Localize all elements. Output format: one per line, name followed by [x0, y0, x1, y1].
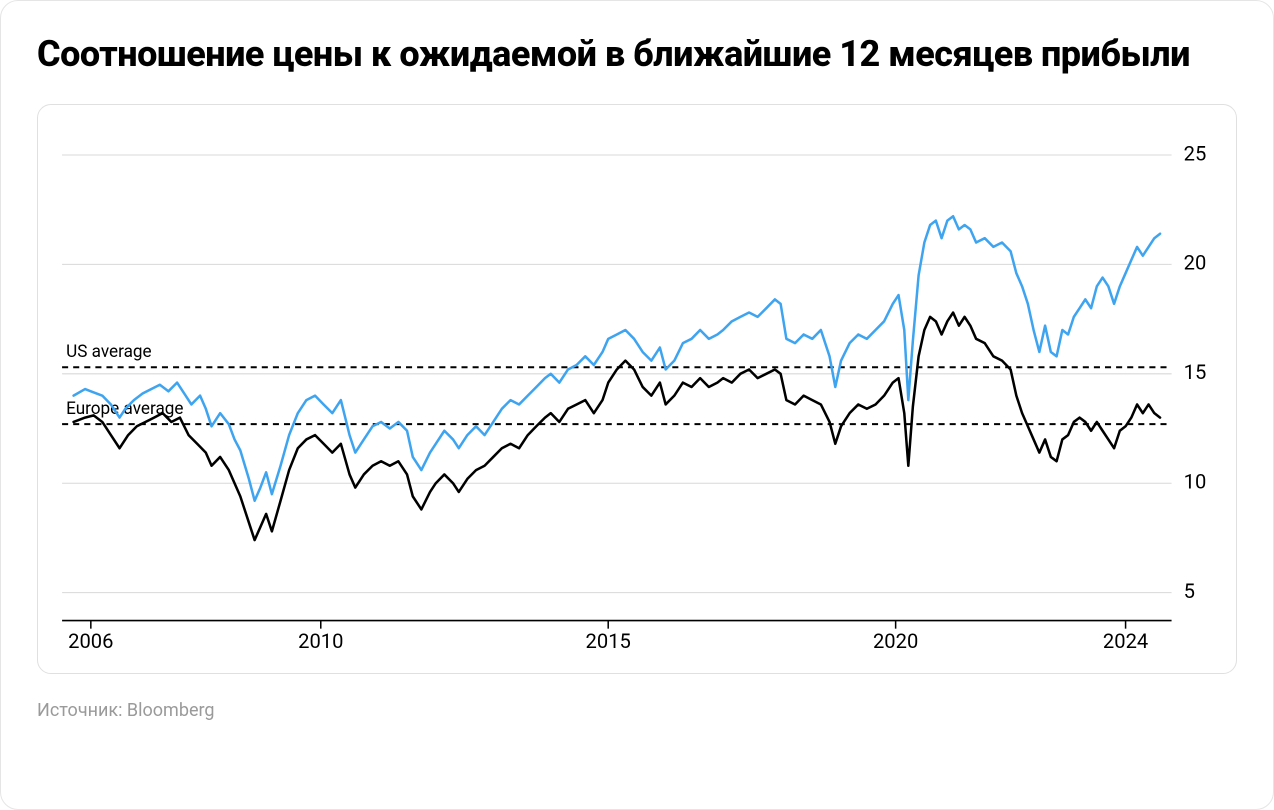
x-tick-label: 2010	[298, 629, 343, 653]
x-tick-label: 2015	[586, 629, 631, 653]
y-tick-label: 25	[1184, 141, 1207, 165]
x-tick-label: 2020	[873, 629, 918, 653]
ref-line-label: US average	[66, 342, 152, 362]
x-tick-label: 2024	[1103, 629, 1148, 653]
y-tick-label: 10	[1184, 470, 1207, 494]
y-tick-label: 20	[1184, 251, 1207, 275]
source-text: Источник: Bloomberg	[37, 700, 1237, 721]
x-tick-label: 2006	[68, 629, 113, 653]
y-tick-label: 15	[1184, 360, 1207, 384]
chart-svg: 510152025US averageEurope average2006201…	[52, 123, 1222, 659]
series-europe	[74, 313, 1160, 541]
chart-card: Соотношение цены к ожидаемой в ближайшие…	[0, 0, 1274, 810]
y-tick-label: 5	[1184, 579, 1195, 603]
chart-container: 510152025US averageEurope average2006201…	[37, 104, 1237, 674]
chart-title: Соотношение цены к ожидаемой в ближайшие…	[37, 33, 1237, 76]
